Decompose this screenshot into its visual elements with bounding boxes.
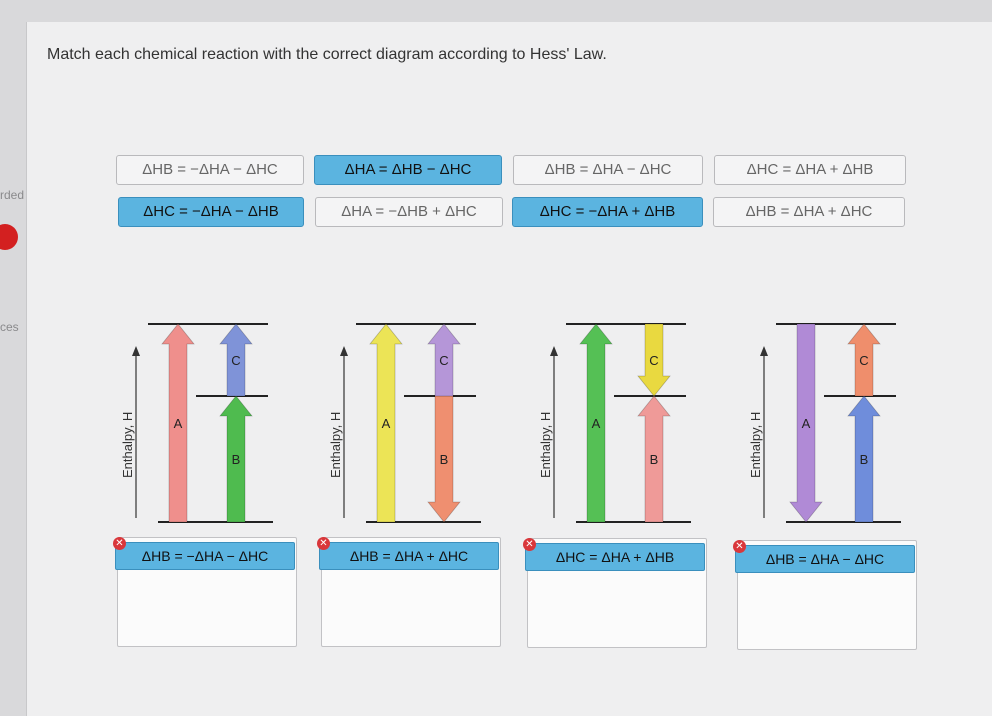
reaction-arrow-a bbox=[369, 323, 403, 523]
reaction-arrow-a bbox=[161, 323, 195, 523]
reaction-arrow-c bbox=[219, 323, 253, 397]
arrow-label: A bbox=[382, 416, 391, 431]
drop-zone[interactable]: ΔHB = −ΔHA − ΔHC ✕ bbox=[113, 537, 297, 647]
enthalpy-diagram: Enthalpy, H A B C bbox=[748, 323, 901, 523]
reaction-arrow-b bbox=[637, 395, 671, 523]
axis-arrowhead-icon bbox=[340, 346, 348, 356]
choice-chip[interactable]: ΔHA = −ΔHB + ΔHC bbox=[315, 197, 503, 227]
incorrect-icon: ✕ bbox=[113, 537, 126, 550]
drop-zone[interactable]: ΔHC = ΔHA + ΔHB ✕ bbox=[523, 538, 707, 648]
arrow-label: B bbox=[860, 452, 869, 467]
axis-label: Enthalpy, H bbox=[538, 412, 553, 478]
arrow-label: C bbox=[649, 353, 658, 368]
arrow-label: C bbox=[439, 353, 448, 368]
choice-chip[interactable]: ΔHB = −ΔHA − ΔHC bbox=[116, 155, 304, 185]
reaction-arrow-c bbox=[427, 323, 461, 397]
enthalpy-diagram: Enthalpy, H A B C bbox=[120, 323, 273, 523]
reaction-arrow-a bbox=[579, 323, 613, 523]
placed-answer-chip[interactable]: ΔHC = ΔHA + ΔHB bbox=[525, 543, 705, 571]
axis-arrowhead-icon bbox=[760, 346, 768, 356]
axis-label: Enthalpy, H bbox=[328, 412, 343, 478]
axis-arrowhead-icon bbox=[132, 346, 140, 356]
reaction-arrow-b bbox=[219, 395, 253, 523]
drop-zone[interactable]: ΔHB = ΔHA − ΔHC ✕ bbox=[733, 540, 917, 650]
reaction-arrow-b bbox=[427, 395, 461, 523]
arrow-label: A bbox=[592, 416, 601, 431]
arrow-label: C bbox=[231, 353, 240, 368]
choice-chip[interactable]: ΔHC = −ΔHA + ΔHB bbox=[512, 197, 703, 227]
sidebar-status-dot bbox=[0, 224, 18, 250]
axis-label: Enthalpy, H bbox=[748, 412, 763, 478]
enthalpy-diagram: Enthalpy, H A B C bbox=[328, 323, 481, 523]
reaction-arrow-c bbox=[637, 323, 671, 397]
axis-label: Enthalpy, H bbox=[120, 412, 135, 478]
choice-chip[interactable]: ΔHC = ΔHA + ΔHB bbox=[714, 155, 906, 185]
choice-chip[interactable]: ΔHC = −ΔHA − ΔHB bbox=[118, 197, 304, 227]
arrow-label: C bbox=[859, 353, 868, 368]
arrow-label: A bbox=[174, 416, 183, 431]
placed-answer-chip[interactable]: ΔHB = ΔHA + ΔHC bbox=[319, 542, 499, 570]
reaction-arrow-a bbox=[789, 323, 823, 523]
sidebar-label-top: rded bbox=[0, 188, 25, 202]
drop-zone[interactable]: ΔHB = ΔHA + ΔHC ✕ bbox=[317, 537, 501, 647]
question-prompt: Match each chemical reaction with the co… bbox=[47, 46, 607, 63]
axis-arrowhead-icon bbox=[550, 346, 558, 356]
incorrect-icon: ✕ bbox=[317, 537, 330, 550]
choice-chip[interactable]: ΔHB = ΔHA − ΔHC bbox=[513, 155, 703, 185]
reaction-arrow-b bbox=[847, 395, 881, 523]
reaction-arrow-c bbox=[847, 323, 881, 397]
incorrect-icon: ✕ bbox=[733, 540, 746, 553]
arrow-label: B bbox=[650, 452, 659, 467]
arrow-label: B bbox=[440, 452, 449, 467]
choice-chip[interactable]: ΔHA = ΔHB − ΔHC bbox=[314, 155, 502, 185]
arrow-label: B bbox=[232, 452, 241, 467]
placed-answer-chip[interactable]: ΔHB = ΔHA − ΔHC bbox=[735, 545, 915, 573]
placed-answer-chip[interactable]: ΔHB = −ΔHA − ΔHC bbox=[115, 542, 295, 570]
sidebar-label-bottom: ces bbox=[0, 320, 19, 334]
choice-chip[interactable]: ΔHB = ΔHA + ΔHC bbox=[713, 197, 905, 227]
incorrect-icon: ✕ bbox=[523, 538, 536, 551]
enthalpy-diagram: Enthalpy, H A B C bbox=[538, 323, 691, 523]
arrow-label: A bbox=[802, 416, 811, 431]
